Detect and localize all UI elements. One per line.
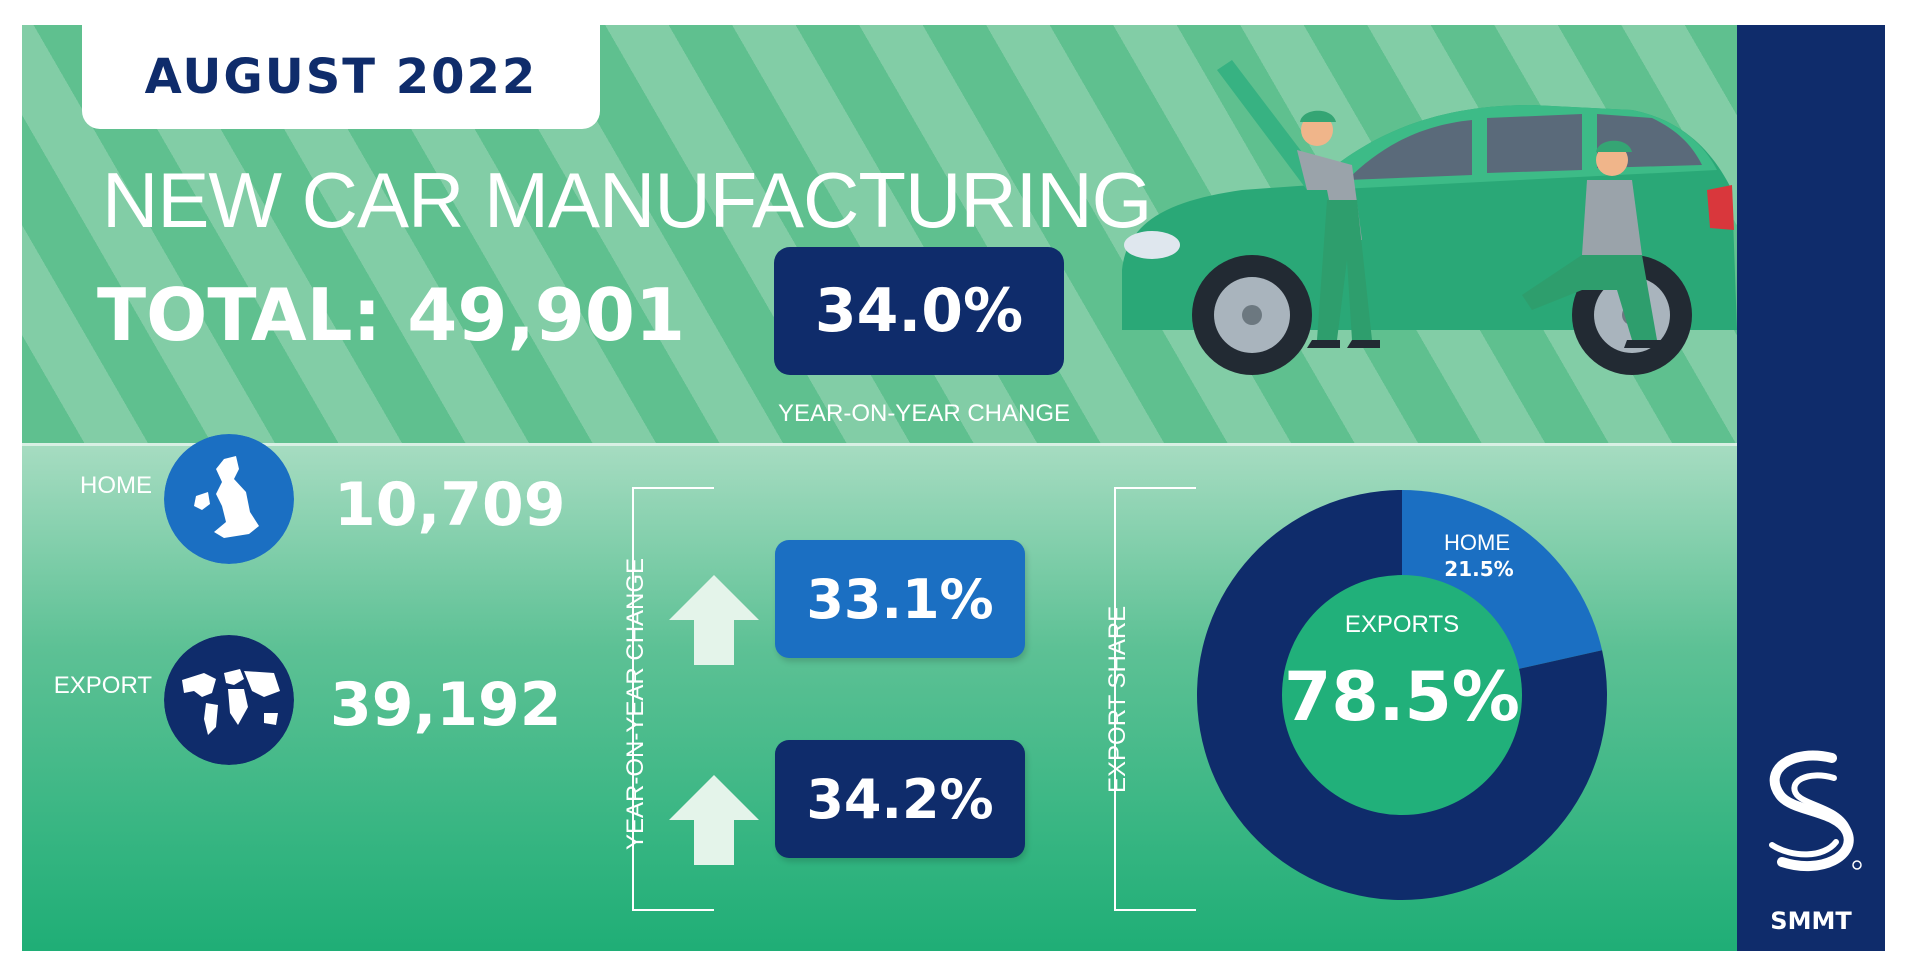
- brand-sidebar: [1737, 25, 1885, 951]
- share-axis-label: EXPORT SHARE: [1104, 605, 1131, 793]
- donut-hole: [1282, 575, 1522, 815]
- total-line: TOTAL: 49,901: [97, 273, 685, 357]
- yoy-total-value: 34.0%: [814, 276, 1024, 346]
- export-value: 39,192: [330, 670, 562, 740]
- total-value: 49,901: [407, 273, 686, 357]
- up-arrow-icon: [669, 775, 759, 865]
- yoy-total-box: 34.0%: [774, 247, 1064, 375]
- export-change-box: 34.2%: [775, 740, 1025, 858]
- donut-home-label: HOME: [1444, 530, 1510, 555]
- export-change-value: 34.2%: [806, 767, 994, 831]
- date-text: AUGUST 2022: [144, 49, 538, 105]
- up-arrow-icon: [669, 575, 759, 665]
- uk-map-icon: [164, 434, 294, 564]
- donut-center-value: 78.5%: [1284, 658, 1520, 737]
- export-label: EXPORT: [53, 672, 152, 699]
- home-value: 10,709: [334, 470, 566, 540]
- car-mechanics-illustration: [1122, 60, 1737, 375]
- share-bracket: [1114, 487, 1196, 911]
- total-label: TOTAL:: [97, 273, 382, 357]
- section-divider: [22, 443, 1737, 446]
- export-share-donut: EXPORTS 78.5% HOME 21.5%: [1197, 490, 1607, 900]
- smmt-logo-icon: [1769, 750, 1862, 871]
- home-change-box: 33.1%: [775, 540, 1025, 658]
- yoy-axis-label: YEAR-ON-YEAR CHANGE: [622, 557, 649, 850]
- page-title: NEW CAR MANUFACTURING: [102, 156, 1152, 244]
- world-map-icon: [164, 635, 294, 765]
- home-change-value: 33.1%: [806, 567, 994, 631]
- donut-home-value: 21.5%: [1444, 557, 1513, 581]
- yoy-bracket: [632, 487, 714, 911]
- home-label: HOME: [80, 472, 152, 499]
- donut-center-label: EXPORTS: [1345, 611, 1459, 638]
- date-tab: AUGUST 2022: [82, 25, 600, 129]
- infographic-card: AUGUST 2022 NEW CAR MANUFACTURING TOTAL:…: [22, 25, 1885, 951]
- yoy-total-label: YEAR-ON-YEAR CHANGE: [777, 400, 1071, 427]
- brand-name: SMMT: [1770, 907, 1852, 935]
